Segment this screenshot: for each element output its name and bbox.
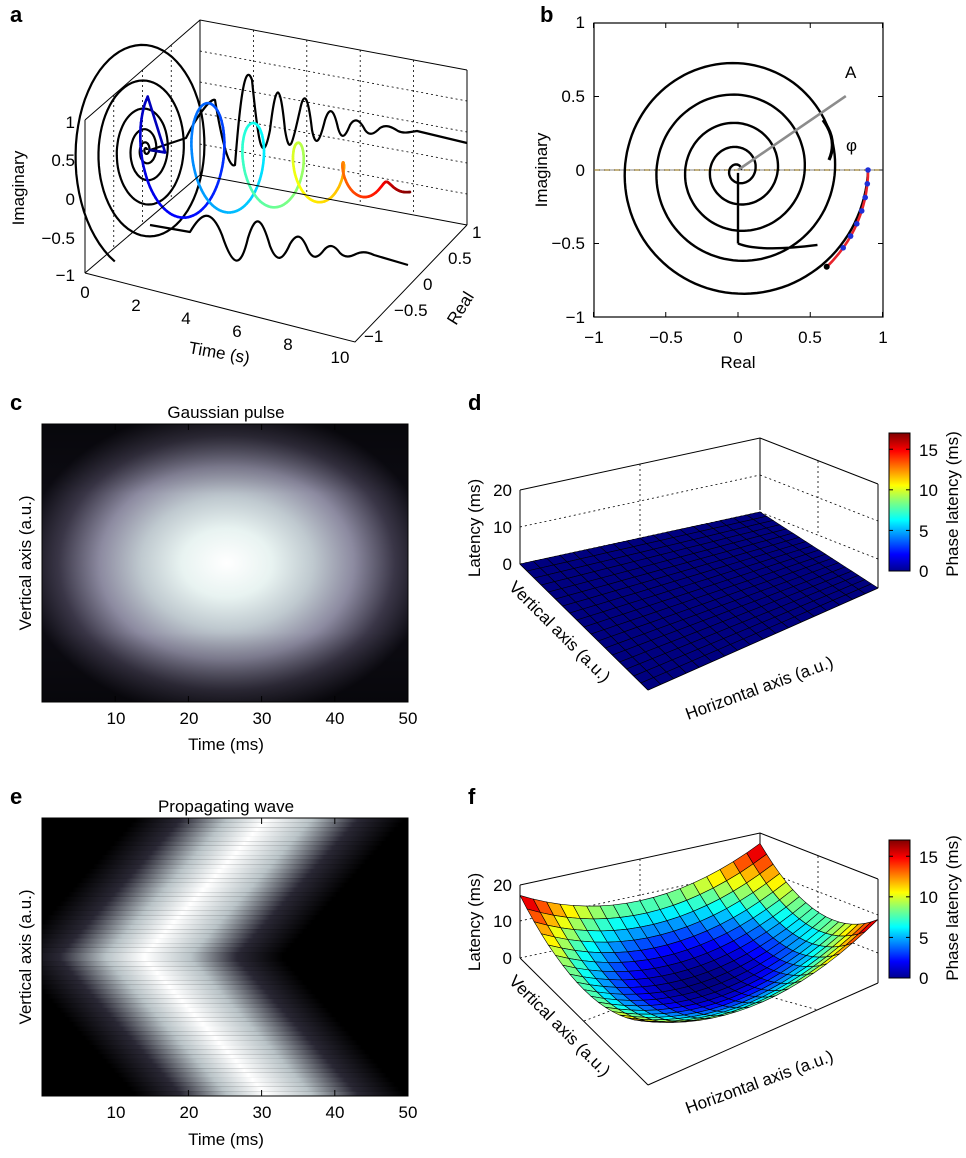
- panel-label-f: f: [468, 784, 476, 809]
- f-z-tick-20: 20: [493, 876, 512, 895]
- b-x-tick--1: −1: [584, 328, 603, 347]
- d-cb-tick-15: 15: [919, 441, 938, 460]
- b-spiral: [623, 61, 870, 296]
- e-image: [42, 818, 408, 1096]
- b-y-tick--0.5: −0.5: [551, 234, 585, 253]
- b-sample-dot: [847, 233, 854, 239]
- panel-label-c: c: [10, 390, 22, 415]
- e-x-tick-50: 50: [399, 1103, 418, 1122]
- panel-label-e: e: [10, 784, 22, 809]
- e-x-tick-20: 20: [180, 1103, 199, 1122]
- panel-label-b: b: [540, 2, 553, 27]
- f-x-axis-label: Horizontal axis (a.u.): [683, 1047, 836, 1118]
- f-z-axis-label: Latency (ms): [465, 873, 484, 971]
- c-x-tick-30: 30: [253, 709, 272, 728]
- b-amplitude-vector: [737, 94, 847, 172]
- d-cb-tick-5: 5: [919, 522, 928, 541]
- e-x-tick-10: 10: [107, 1103, 126, 1122]
- b-annotation-A: A: [845, 63, 857, 82]
- c-x-tick-40: 40: [326, 709, 345, 728]
- b-sample-dot: [840, 245, 846, 251]
- panel-c-heatmap: Gaussian pulse 10 20 30 40 50 Time (ms) …: [16, 403, 417, 754]
- a-x-axis-label: Time (s): [187, 338, 251, 367]
- a-z-tick--0.5: −0.5: [41, 229, 75, 248]
- d-cb-tick-10: 10: [919, 481, 938, 500]
- a-x-tick-0: 0: [80, 283, 89, 302]
- a-z-tick-0: 0: [66, 190, 75, 209]
- e-x-axis-label: Time (ms): [188, 1130, 264, 1149]
- d-z-axis-label: Latency (ms): [465, 479, 484, 577]
- f-z-tick-10: 10: [493, 912, 512, 931]
- f-colorbar: [888, 839, 911, 979]
- a-y-tick-1: 1: [472, 223, 481, 242]
- c-x-tick-50: 50: [399, 709, 418, 728]
- d-cb-tick-0: 0: [919, 562, 928, 581]
- a-z-tick--1: −1: [56, 266, 75, 285]
- panel-f-surface: 20 10 0 Latency (ms) Vertical axis (a.u.…: [465, 832, 962, 1118]
- b-x-tick-0.5: 0.5: [798, 328, 822, 347]
- d-colorbar-label: Phase latency (ms): [943, 431, 962, 577]
- b-x-axis-label: Real: [721, 353, 756, 372]
- panel-label-d: d: [468, 390, 481, 415]
- b-sample-dot: [864, 181, 871, 187]
- b-sample-dot: [862, 194, 868, 201]
- panel-b-complex-plane: A φ 1 0.5 0 −0.5 −1 −1 −0.5 0 0.5 1 Real…: [532, 13, 888, 372]
- b-sample-dot: [858, 208, 865, 214]
- a-z-tick-0.5: 0.5: [51, 151, 75, 170]
- b-phase-angle-mark: [821, 119, 834, 161]
- b-x-tick-1: 1: [878, 328, 887, 347]
- a-y-tick--0.5: −0.5: [394, 301, 428, 320]
- c-x-tick-10: 10: [107, 709, 126, 728]
- a-x-tick-10: 10: [331, 348, 350, 367]
- b-x-tick--0.5: −0.5: [649, 328, 683, 347]
- c-y-axis-label: Vertical axis (a.u.): [16, 495, 35, 630]
- b-x-tick-0: 0: [733, 328, 742, 347]
- a-z-axis-label: Imaginary: [9, 150, 28, 225]
- b-y-tick-1: 1: [576, 13, 585, 32]
- b-sample-dot: [854, 221, 860, 227]
- b-y-axis-label: Imaginary: [532, 132, 551, 207]
- a-x-tick-8: 8: [283, 335, 292, 354]
- d-z-tick-10: 10: [493, 518, 512, 537]
- e-y-axis-label: Vertical axis (a.u.): [16, 889, 35, 1024]
- d-z-tick-0: 0: [503, 555, 512, 574]
- panel-d-surface: 20 10 0 Latency (ms) Vertical axis (a.u.…: [465, 431, 962, 724]
- f-cb-tick-10: 10: [919, 888, 938, 907]
- panel-label-a: a: [10, 2, 23, 27]
- c-title: Gaussian pulse: [167, 403, 284, 422]
- a-x-tick-2: 2: [131, 296, 140, 315]
- panel-a-3d-plot: 1 0.5 0 −0.5 −1 0 2 4 6 8 10 1 0.5 0 −0.…: [9, 19, 481, 368]
- a-y-tick-0.5: 0.5: [448, 249, 472, 268]
- d-z-tick-20: 20: [493, 481, 512, 500]
- b-y-tick--1: −1: [566, 308, 585, 327]
- f-cb-tick-0: 0: [919, 969, 928, 988]
- b-y-tick-0.5: 0.5: [561, 87, 585, 106]
- a-y-tick-0: 0: [423, 275, 432, 294]
- a-x-tick-6: 6: [232, 322, 241, 341]
- f-cb-tick-15: 15: [919, 848, 938, 867]
- e-x-tick-30: 30: [253, 1103, 272, 1122]
- f-z-tick-0: 0: [503, 949, 512, 968]
- c-x-axis-label: Time (ms): [188, 735, 264, 754]
- f-colorbar-label: Phase latency (ms): [943, 835, 962, 981]
- a-x-tick-4: 4: [181, 309, 190, 328]
- a-y-tick--1: −1: [364, 327, 383, 346]
- c-x-tick-20: 20: [180, 709, 199, 728]
- b-y-tick-0: 0: [576, 161, 585, 180]
- a-z-tick-1: 1: [66, 113, 75, 132]
- a-y-axis-label: Real: [443, 288, 478, 328]
- b-sample-dot: [865, 167, 871, 173]
- d-colorbar: [888, 432, 911, 572]
- f-cb-tick-5: 5: [919, 929, 928, 948]
- e-title: Propagating wave: [158, 797, 294, 816]
- e-x-tick-40: 40: [326, 1103, 345, 1122]
- panel-e-heatmap: Propagating wave 10 20 30 40 50 Time (ms…: [16, 797, 418, 1149]
- b-annotation-phi: φ: [846, 136, 857, 155]
